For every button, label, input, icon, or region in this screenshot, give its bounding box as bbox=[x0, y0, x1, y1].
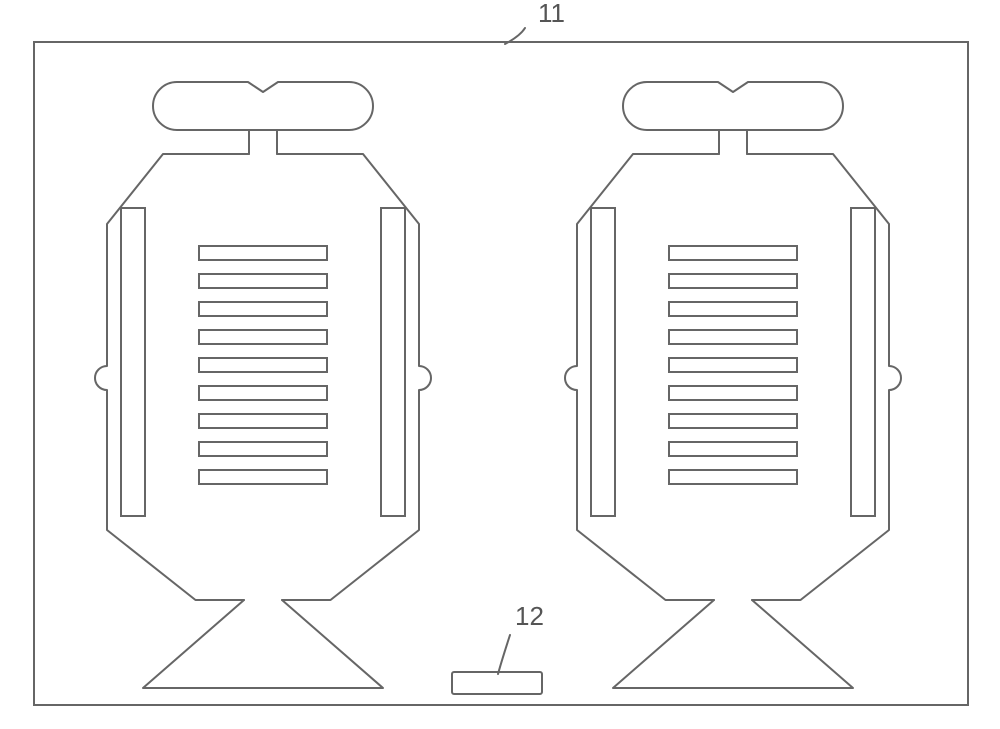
hbar-6-right bbox=[669, 414, 797, 428]
octagon-left-left bbox=[95, 154, 249, 600]
label-11-text: 11 bbox=[538, 0, 565, 28]
topcap-right bbox=[623, 82, 843, 130]
octagon-right-left bbox=[277, 154, 431, 600]
hbar-3-right bbox=[669, 330, 797, 344]
vbar-left-right bbox=[591, 208, 615, 516]
label-12-text: 12 bbox=[515, 601, 544, 631]
vbar-right-left bbox=[381, 208, 405, 516]
bottom-small-box bbox=[452, 672, 542, 694]
hbar-0-right bbox=[669, 246, 797, 260]
vbar-left-left bbox=[121, 208, 145, 516]
hbar-6-left bbox=[199, 414, 327, 428]
hbar-0-left bbox=[199, 246, 327, 260]
hbar-2-right bbox=[669, 302, 797, 316]
hbar-7-left bbox=[199, 442, 327, 456]
hbar-4-right bbox=[669, 358, 797, 372]
hbar-8-left bbox=[199, 470, 327, 484]
hbar-5-right bbox=[669, 386, 797, 400]
triangle-base-right bbox=[613, 600, 853, 688]
topcap-left bbox=[153, 82, 373, 130]
hbar-2-left bbox=[199, 302, 327, 316]
octagon-left-right bbox=[565, 154, 719, 600]
hbar-1-right bbox=[669, 274, 797, 288]
leader-12 bbox=[498, 635, 510, 674]
technical-diagram: 11 12 bbox=[0, 0, 1000, 729]
hbar-4-left bbox=[199, 358, 327, 372]
octagon-right-right bbox=[747, 154, 901, 600]
outer-frame bbox=[34, 42, 968, 705]
hbar-3-left bbox=[199, 330, 327, 344]
hbar-1-left bbox=[199, 274, 327, 288]
triangle-base-left bbox=[143, 600, 383, 688]
hbar-8-right bbox=[669, 470, 797, 484]
vbar-right-right bbox=[851, 208, 875, 516]
hbar-5-left bbox=[199, 386, 327, 400]
hbar-7-right bbox=[669, 442, 797, 456]
